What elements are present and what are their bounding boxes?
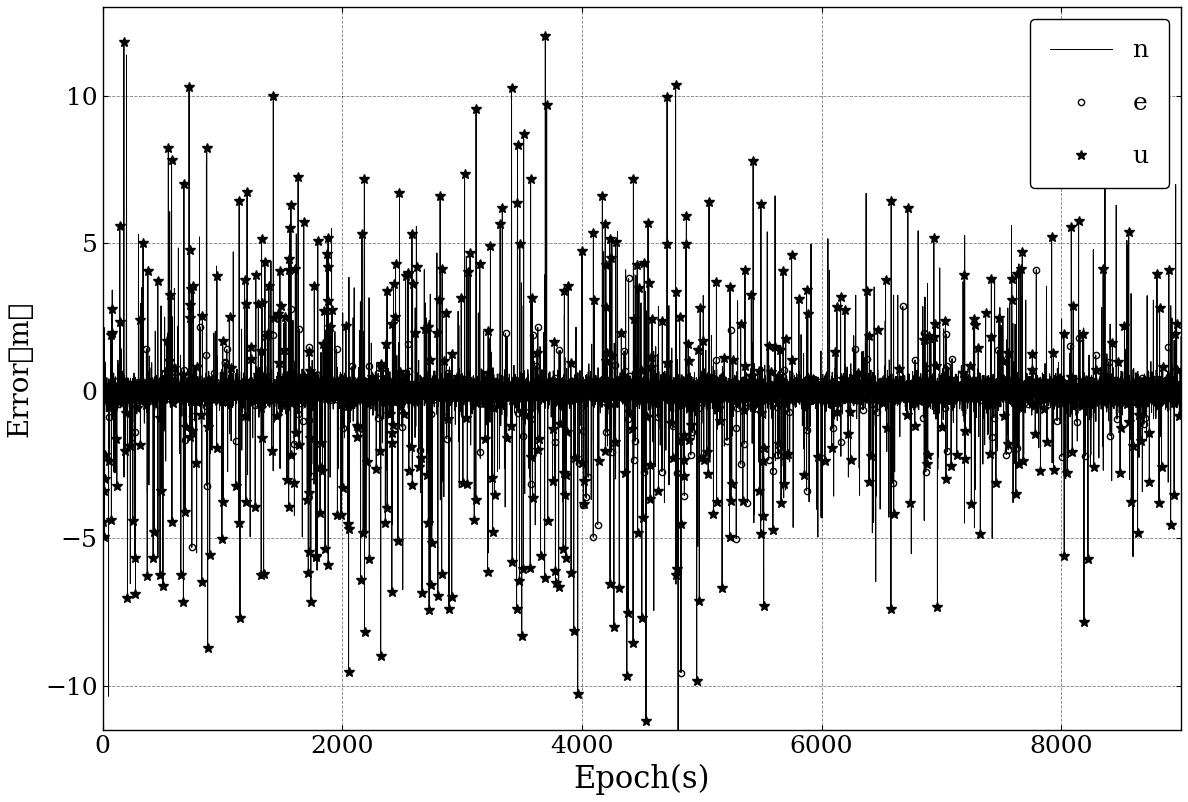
u <box>508 387 523 397</box>
n <box>157 384 171 394</box>
Line: n: n <box>102 162 1181 589</box>
e <box>1029 265 1043 274</box>
e <box>407 395 422 405</box>
u <box>1173 411 1187 421</box>
n <box>200 157 214 167</box>
e <box>95 383 109 392</box>
n <box>1156 399 1170 409</box>
e <box>1171 388 1186 398</box>
n <box>384 387 398 396</box>
n <box>396 585 410 594</box>
u <box>95 389 109 399</box>
e <box>674 668 688 678</box>
e <box>1088 350 1102 360</box>
n <box>95 431 109 441</box>
Line: u: u <box>97 31 1184 746</box>
Line: e: e <box>100 266 1181 676</box>
u <box>469 389 484 399</box>
u <box>671 736 685 746</box>
u <box>602 386 617 395</box>
u <box>207 391 221 400</box>
e <box>470 396 485 406</box>
e <box>345 383 359 392</box>
Y-axis label: Error（m）: Error（m） <box>7 301 34 437</box>
X-axis label: Epoch(s): Epoch(s) <box>574 764 710 795</box>
e <box>503 385 517 395</box>
u <box>1131 376 1145 386</box>
n <box>1174 332 1188 342</box>
n <box>771 454 785 464</box>
Legend: n, e, u: n, e, u <box>1030 19 1169 188</box>
u <box>421 384 435 394</box>
u <box>538 31 552 41</box>
n <box>947 391 961 401</box>
e <box>329 344 343 354</box>
n <box>756 379 770 389</box>
